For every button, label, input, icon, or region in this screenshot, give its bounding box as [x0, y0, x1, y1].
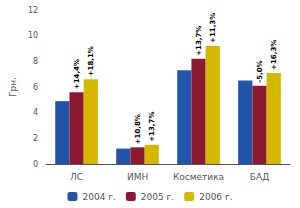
svg-text:БАД: БАД — [250, 172, 269, 182]
svg-text:2005 г.: 2005 г. — [141, 192, 174, 202]
svg-text:+10,8%: +10,8% — [134, 114, 142, 144]
svg-text:2004 г.: 2004 г. — [82, 192, 115, 202]
svg-text:2006 г.: 2006 г. — [199, 192, 232, 202]
svg-text:Косметика: Косметика — [173, 172, 224, 182]
svg-text:ЛС: ЛС — [70, 172, 83, 182]
svg-text:0: 0 — [33, 160, 38, 169]
svg-text:-5,0%: -5,0% — [256, 60, 264, 82]
svg-text:10: 10 — [28, 31, 38, 40]
svg-text:+16,3%: +16,3% — [270, 40, 278, 70]
svg-text:+14,4%: +14,4% — [73, 59, 81, 89]
svg-text:2: 2 — [33, 134, 38, 143]
svg-text:4: 4 — [33, 108, 38, 117]
svg-text:12: 12 — [28, 6, 38, 15]
svg-text:8: 8 — [33, 57, 38, 66]
svg-text:Грн.: Грн. — [8, 77, 18, 97]
svg-text:6: 6 — [33, 83, 38, 92]
svg-text:+18,1%: +18,1% — [87, 46, 95, 76]
svg-text:+11,3%: +11,3% — [209, 13, 217, 43]
svg-text:ИМН: ИМН — [127, 172, 148, 182]
svg-text:+13,7%: +13,7% — [195, 26, 203, 56]
svg-text:+13,7%: +13,7% — [148, 112, 156, 142]
